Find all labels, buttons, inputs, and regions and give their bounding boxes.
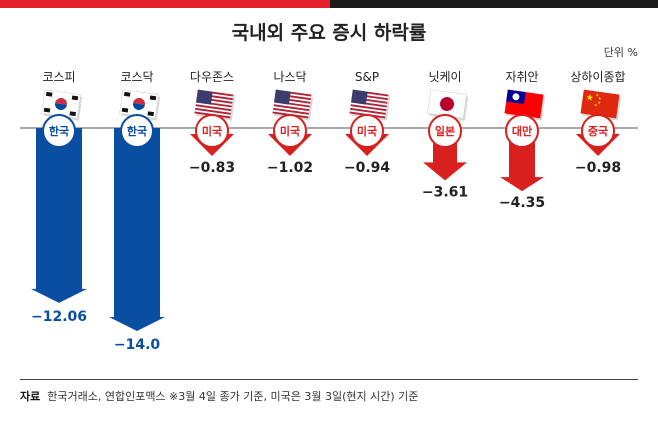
country-label: 중국 bbox=[588, 125, 608, 138]
value-label: −4.35 bbox=[499, 195, 545, 211]
bar bbox=[31, 128, 87, 303]
chart-title: 국내외 주요 증시 하락률 bbox=[231, 22, 427, 44]
trigram bbox=[123, 91, 131, 97]
trigram bbox=[149, 95, 157, 101]
country-badge bbox=[195, 114, 229, 148]
top-accent-bar bbox=[0, 0, 658, 8]
flag-small-star: ★ bbox=[594, 102, 599, 108]
usa-flag-icon bbox=[349, 89, 391, 121]
country-badge bbox=[505, 114, 539, 148]
trigram bbox=[147, 111, 155, 117]
trigram bbox=[69, 111, 77, 117]
flag-stripe bbox=[350, 104, 387, 112]
top-bar-dark bbox=[330, 0, 658, 8]
flag-field bbox=[580, 89, 620, 119]
category-label: 상하이종합 bbox=[570, 70, 625, 84]
china-flag-icon: ★ ★★★★ bbox=[580, 89, 622, 121]
flag-star: ★ bbox=[585, 93, 594, 104]
country-label: 일본 bbox=[435, 124, 455, 138]
flag-stripe bbox=[195, 107, 231, 115]
flag-small-star: ★ bbox=[595, 92, 600, 98]
flag-canton bbox=[351, 89, 368, 105]
flag-small-star: ★ bbox=[597, 100, 602, 106]
flag-stripe bbox=[273, 104, 310, 112]
taegeuk-top bbox=[133, 98, 145, 105]
footer-divider bbox=[20, 379, 638, 380]
country-badge bbox=[581, 114, 615, 148]
category-label: 나스닥 bbox=[273, 70, 306, 84]
country-label: 미국 bbox=[357, 124, 377, 138]
flag-canton bbox=[196, 89, 213, 105]
country-label: 대만 bbox=[512, 124, 532, 138]
category-label: 자취안 bbox=[505, 70, 538, 84]
country-badge bbox=[350, 114, 384, 148]
value-label: −12.06 bbox=[31, 309, 87, 325]
category-label: 닛케이 bbox=[428, 70, 461, 84]
flag-stripe bbox=[273, 107, 309, 115]
flag-small-star: ★ bbox=[598, 96, 603, 102]
category-label: 다우존스 bbox=[190, 70, 234, 84]
top-bar-red bbox=[0, 0, 330, 8]
taiwan-flag-icon bbox=[504, 89, 546, 121]
trigram bbox=[121, 107, 129, 113]
taegeuk-top bbox=[55, 98, 67, 105]
trigram bbox=[71, 95, 79, 101]
korea-flag-icon bbox=[119, 89, 161, 121]
country-label: 한국 bbox=[49, 124, 69, 138]
flag-sun bbox=[440, 97, 454, 111]
value-label: −0.94 bbox=[344, 160, 391, 176]
korea-flag-icon bbox=[41, 89, 83, 121]
value-label: −1.02 bbox=[267, 160, 313, 176]
value-label: −3.61 bbox=[422, 184, 468, 200]
flag-stripe bbox=[350, 107, 386, 115]
usa-flag-icon bbox=[272, 89, 314, 121]
country-label: 한국 bbox=[127, 124, 147, 138]
source-label: 자료 bbox=[20, 390, 41, 403]
source-text: 한국거래소, 연합인포맥스 ※3월 4일 종가 기준, 미국은 3월 3일(현지… bbox=[47, 390, 419, 403]
country-label: 미국 bbox=[202, 124, 222, 138]
trigram bbox=[45, 91, 53, 97]
category-label: S&P bbox=[355, 70, 379, 84]
taegeuk-bottom bbox=[55, 103, 67, 110]
flag-canton bbox=[274, 89, 291, 105]
value-label: −14.0 bbox=[114, 337, 161, 353]
flag-sun bbox=[512, 93, 520, 101]
category-label: 코스피 bbox=[42, 70, 75, 84]
value-label: −0.83 bbox=[189, 160, 235, 176]
japan-flag-icon bbox=[427, 89, 469, 121]
unit-label: 단위 % bbox=[603, 46, 638, 59]
country-label: 미국 bbox=[280, 124, 300, 138]
trigram bbox=[43, 107, 51, 113]
country-badge bbox=[42, 114, 76, 148]
usa-flag-icon bbox=[194, 89, 236, 121]
value-label: −0.98 bbox=[575, 160, 621, 176]
country-badge bbox=[428, 114, 462, 148]
taegeuk-bottom bbox=[133, 103, 145, 110]
category-label: 코스닥 bbox=[120, 70, 153, 84]
country-badge bbox=[273, 114, 307, 148]
bar bbox=[109, 128, 165, 331]
source-note: 자료 한국거래소, 연합인포맥스 ※3월 4일 종가 기준, 미국은 3월 3일… bbox=[20, 388, 418, 404]
flag-stripe bbox=[195, 104, 232, 112]
country-badge bbox=[120, 114, 154, 148]
